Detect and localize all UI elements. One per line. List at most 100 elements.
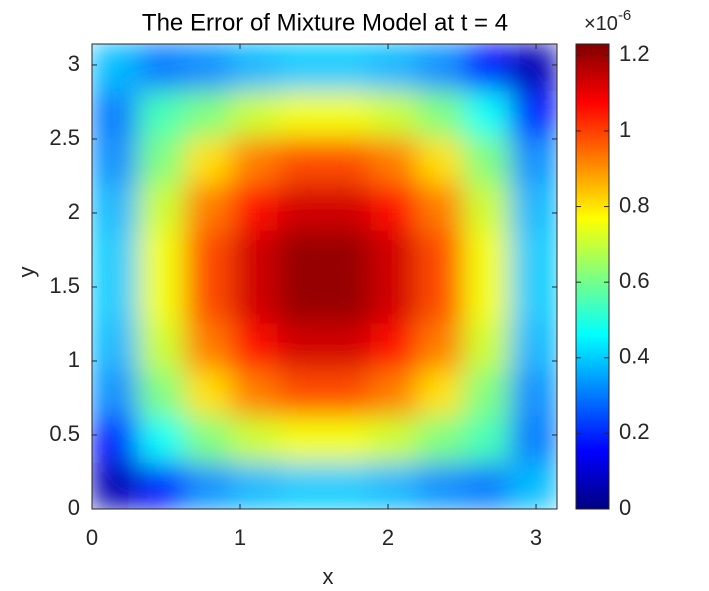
- heat-cell: [463, 368, 512, 417]
- heat-cell: [324, 183, 372, 231]
- heat-cell: [184, 89, 233, 138]
- heat-cell: [324, 136, 372, 185]
- y-tick-label: 1: [68, 347, 80, 372]
- heat-cell: [510, 322, 557, 370]
- heat-cell: [510, 415, 557, 464]
- heat-cell: [277, 89, 326, 138]
- colorbar-tick-label: 1.2: [619, 41, 650, 66]
- axes-box: [91, 43, 558, 510]
- colorbar-tick-label: 0: [619, 495, 631, 520]
- colorbar-tick-label: 0.2: [619, 419, 650, 444]
- heat-cell: [184, 322, 233, 370]
- y-tick-label: 1.5: [49, 273, 80, 298]
- heat-cell: [510, 275, 557, 324]
- heat-cell: [463, 462, 512, 509]
- heat-cell: [137, 462, 186, 509]
- y-tick-label: 2: [68, 199, 80, 224]
- heat-cell: [231, 229, 279, 277]
- heat-cell: [416, 462, 465, 509]
- heat-cell: [324, 44, 372, 91]
- colorbar-tick-label: 1: [619, 117, 631, 142]
- heat-cell: [370, 275, 418, 324]
- heat-cell: [231, 136, 279, 185]
- heat-cell: [463, 322, 512, 370]
- heat-cell: [277, 183, 326, 231]
- heat-cell: [510, 229, 557, 277]
- heat-cell: [184, 415, 233, 464]
- heat-cell: [324, 415, 372, 464]
- y-tick-label: 0.5: [49, 421, 80, 446]
- heat-cell: [510, 368, 557, 417]
- heat-cell: [370, 44, 418, 91]
- heat-cell: [92, 368, 139, 417]
- heat-cell: [92, 415, 139, 464]
- heat-cell: [92, 44, 139, 91]
- heat-cell: [231, 89, 279, 138]
- heat-cell: [510, 183, 557, 231]
- heat-cell: [370, 368, 418, 417]
- heat-cell: [231, 322, 279, 370]
- colorbar-tick-label: 0.4: [619, 344, 650, 369]
- x-tick-label: 2: [382, 525, 394, 550]
- heat-cell: [92, 183, 139, 231]
- heat-cell: [184, 183, 233, 231]
- heat-cell: [416, 136, 465, 185]
- heat-cell: [137, 229, 186, 277]
- heat-cell: [324, 368, 372, 417]
- heat-cell: [92, 322, 139, 370]
- heat-cell: [231, 44, 279, 91]
- heat-cell: [92, 136, 139, 185]
- heat-cell: [92, 229, 139, 277]
- heat-cell: [370, 229, 418, 277]
- heat-cell: [92, 275, 139, 324]
- heat-cell: [324, 462, 372, 509]
- heat-cell: [137, 322, 186, 370]
- heat-cell: [184, 275, 233, 324]
- heat-cell: [324, 229, 372, 277]
- heat-cell: [137, 136, 186, 185]
- heat-cell: [137, 368, 186, 417]
- heat-cell: [184, 136, 233, 185]
- heat-cell: [277, 136, 326, 185]
- y-tick-label: 2.5: [49, 125, 80, 150]
- heat-cell: [137, 44, 186, 91]
- heat-cell: [370, 415, 418, 464]
- x-tick-label: 3: [530, 525, 542, 550]
- heat-cell: [510, 462, 557, 509]
- colorbar-tick-label: 0.8: [619, 192, 650, 217]
- heat-cell: [416, 183, 465, 231]
- heat-cell: [184, 44, 233, 91]
- heat-cell: [277, 44, 326, 91]
- heat-cell: [463, 44, 512, 91]
- heat-cell: [277, 415, 326, 464]
- heat-cell: [277, 322, 326, 370]
- heat-cell: [510, 44, 557, 91]
- x-axis-label: x: [323, 564, 334, 589]
- chart-title: The Error of Mixture Model at t = 4: [142, 9, 508, 36]
- heat-cell: [370, 183, 418, 231]
- heat-cell: [510, 89, 557, 138]
- heat-cell: [463, 275, 512, 324]
- colorbar-tick-label: 0.6: [619, 268, 650, 293]
- heat-cell: [370, 322, 418, 370]
- heat-cell: [416, 229, 465, 277]
- heat-cell: [277, 368, 326, 417]
- heat-cell: [463, 183, 512, 231]
- heat-cell: [277, 229, 326, 277]
- heat-cell: [463, 89, 512, 138]
- heat-cell: [92, 462, 139, 509]
- heat-cell: [463, 136, 512, 185]
- heat-cell: [370, 89, 418, 138]
- heat-cell: [324, 89, 372, 138]
- heat-cell: [92, 89, 139, 138]
- x-tick-label: 0: [86, 525, 98, 550]
- heat-cell: [463, 415, 512, 464]
- heatmap: [92, 44, 557, 509]
- heat-cell: [137, 415, 186, 464]
- heat-cell: [416, 44, 465, 91]
- heat-cell: [277, 462, 326, 509]
- multiplier-exponent: -6: [618, 7, 631, 24]
- heat-cell: [231, 275, 279, 324]
- heat-cell: [416, 415, 465, 464]
